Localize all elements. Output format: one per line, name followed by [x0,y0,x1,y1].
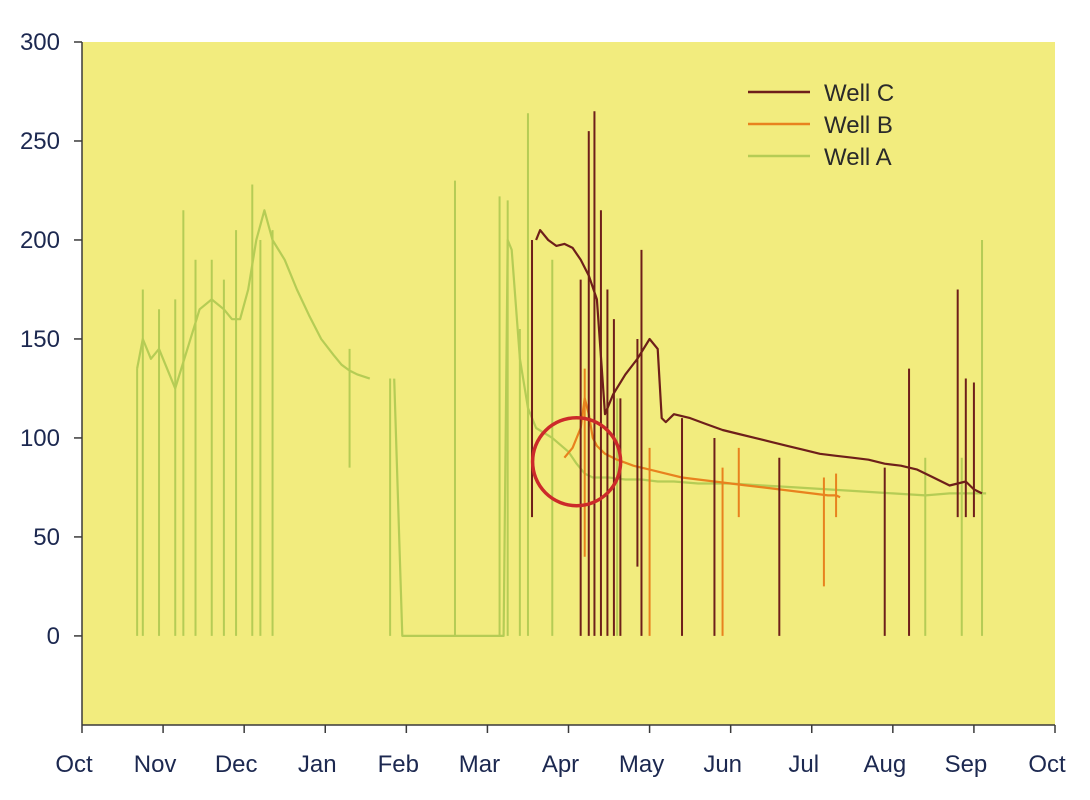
y-tick-label: 0 [47,623,60,650]
x-tick-label: Dec [215,751,258,778]
x-tick-label: Oct [1028,751,1066,778]
x-tick-label: Mar [459,751,500,778]
legend-label: Well C [824,80,894,107]
x-tick-label: Jan [298,751,337,778]
x-tick-label: Jun [703,751,742,778]
legend: Well C Well B Well A [748,80,894,171]
x-tick-label: Jul [788,751,819,778]
x-tick-label: May [619,751,664,778]
x-tick-label: Feb [378,751,419,778]
x-tick-label: Apr [542,751,579,778]
y-tick-label: 150 [20,326,60,353]
highlight-circle [530,415,623,508]
legend-item: Well C [748,80,894,107]
series-line-well-a [136,209,371,390]
y-tick-label: 250 [20,128,60,155]
x-tick-label: Sep [945,751,988,778]
legend-label: Well A [824,144,892,171]
x-tick-label: Oct [55,751,93,778]
legend-item: Well B [748,112,893,139]
legend-item: Well A [748,144,892,171]
legend-label: Well B [824,112,893,139]
y-tick-label: 100 [20,425,60,452]
series-line-well-c [535,229,983,495]
x-tick-label: Aug [863,751,906,778]
series-well-c [531,111,983,636]
x-axis: Oct Nov Dec Jan Feb Mar Apr May Jun Jul Aug Sep Oct [55,724,1066,778]
y-tick-label: 300 [20,29,60,56]
y-tick-label: 50 [33,524,60,551]
y-axis: 0 50 100 150 200 250 300 [20,29,83,725]
x-tick-label: Nov [134,751,177,778]
annotation-layer [530,415,623,508]
y-tick-label: 200 [20,227,60,254]
series-layer [136,111,987,637]
plot-background [82,42,1055,725]
series-well-a [136,113,987,637]
